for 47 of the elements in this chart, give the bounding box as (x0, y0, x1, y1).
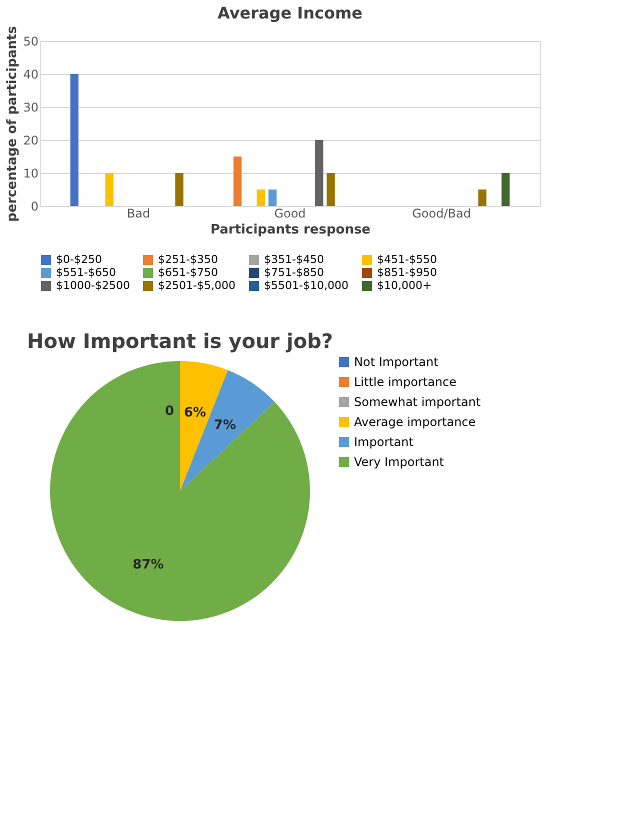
legend-label: $2501-$5,000 (158, 279, 236, 292)
pie-slice (180, 370, 275, 491)
chart-title: How Important is your job? (26, 329, 334, 353)
bar (268, 190, 277, 206)
legend-label: Somewhat important (354, 395, 481, 409)
bar (478, 190, 486, 206)
legend-label: Average importance (354, 415, 476, 429)
bar (315, 140, 324, 206)
legend-label: $751-$850 (264, 266, 324, 279)
bar (233, 156, 242, 206)
legend-label: $1000-$2500 (56, 279, 130, 292)
pie-slice (50, 361, 310, 621)
y-tick-label: 10 (23, 166, 38, 180)
x-tick-label: Bad (126, 206, 150, 220)
legend-label: $5501-$10,000 (264, 279, 348, 292)
data-label: 87% (132, 557, 164, 572)
data-label: 6% (184, 405, 206, 420)
y-tick-label: 50 (23, 34, 38, 48)
y-tick-label: 0 (30, 200, 38, 214)
legend-label: $351-$450 (264, 253, 324, 266)
legend-label: $451-$550 (377, 253, 437, 266)
x-axis-title: Participants response (210, 222, 371, 238)
legend-label: $851-$950 (377, 266, 437, 279)
y-tick-label: 40 (23, 68, 38, 82)
bar (256, 190, 265, 206)
x-tick-label: Good/Bad (412, 206, 471, 220)
y-tick-label: 30 (23, 100, 38, 114)
legend-label: $551-$650 (56, 266, 116, 279)
legend-label: Not Important (354, 355, 439, 369)
y-axis-title: percentage of participants (5, 26, 20, 222)
bar (105, 173, 114, 206)
chart-title: Average Income (218, 4, 363, 23)
legend-label: Important (354, 435, 414, 449)
x-tick-label: Good (274, 206, 306, 220)
legend-label: Very Important (354, 455, 444, 469)
data-label: 7% (214, 418, 236, 433)
legend-label: $10,000+ (377, 279, 432, 292)
bar (70, 74, 78, 206)
bar (326, 173, 335, 206)
y-tick-label: 20 (23, 134, 38, 148)
bar (502, 173, 510, 206)
bar (175, 173, 184, 206)
legend-label: $0-$250 (56, 253, 102, 266)
legend-label: $651-$750 (158, 266, 218, 279)
legend-label: Little importance (354, 375, 457, 389)
text: 0 (164, 404, 174, 419)
legend-label: $251-$350 (158, 253, 218, 266)
